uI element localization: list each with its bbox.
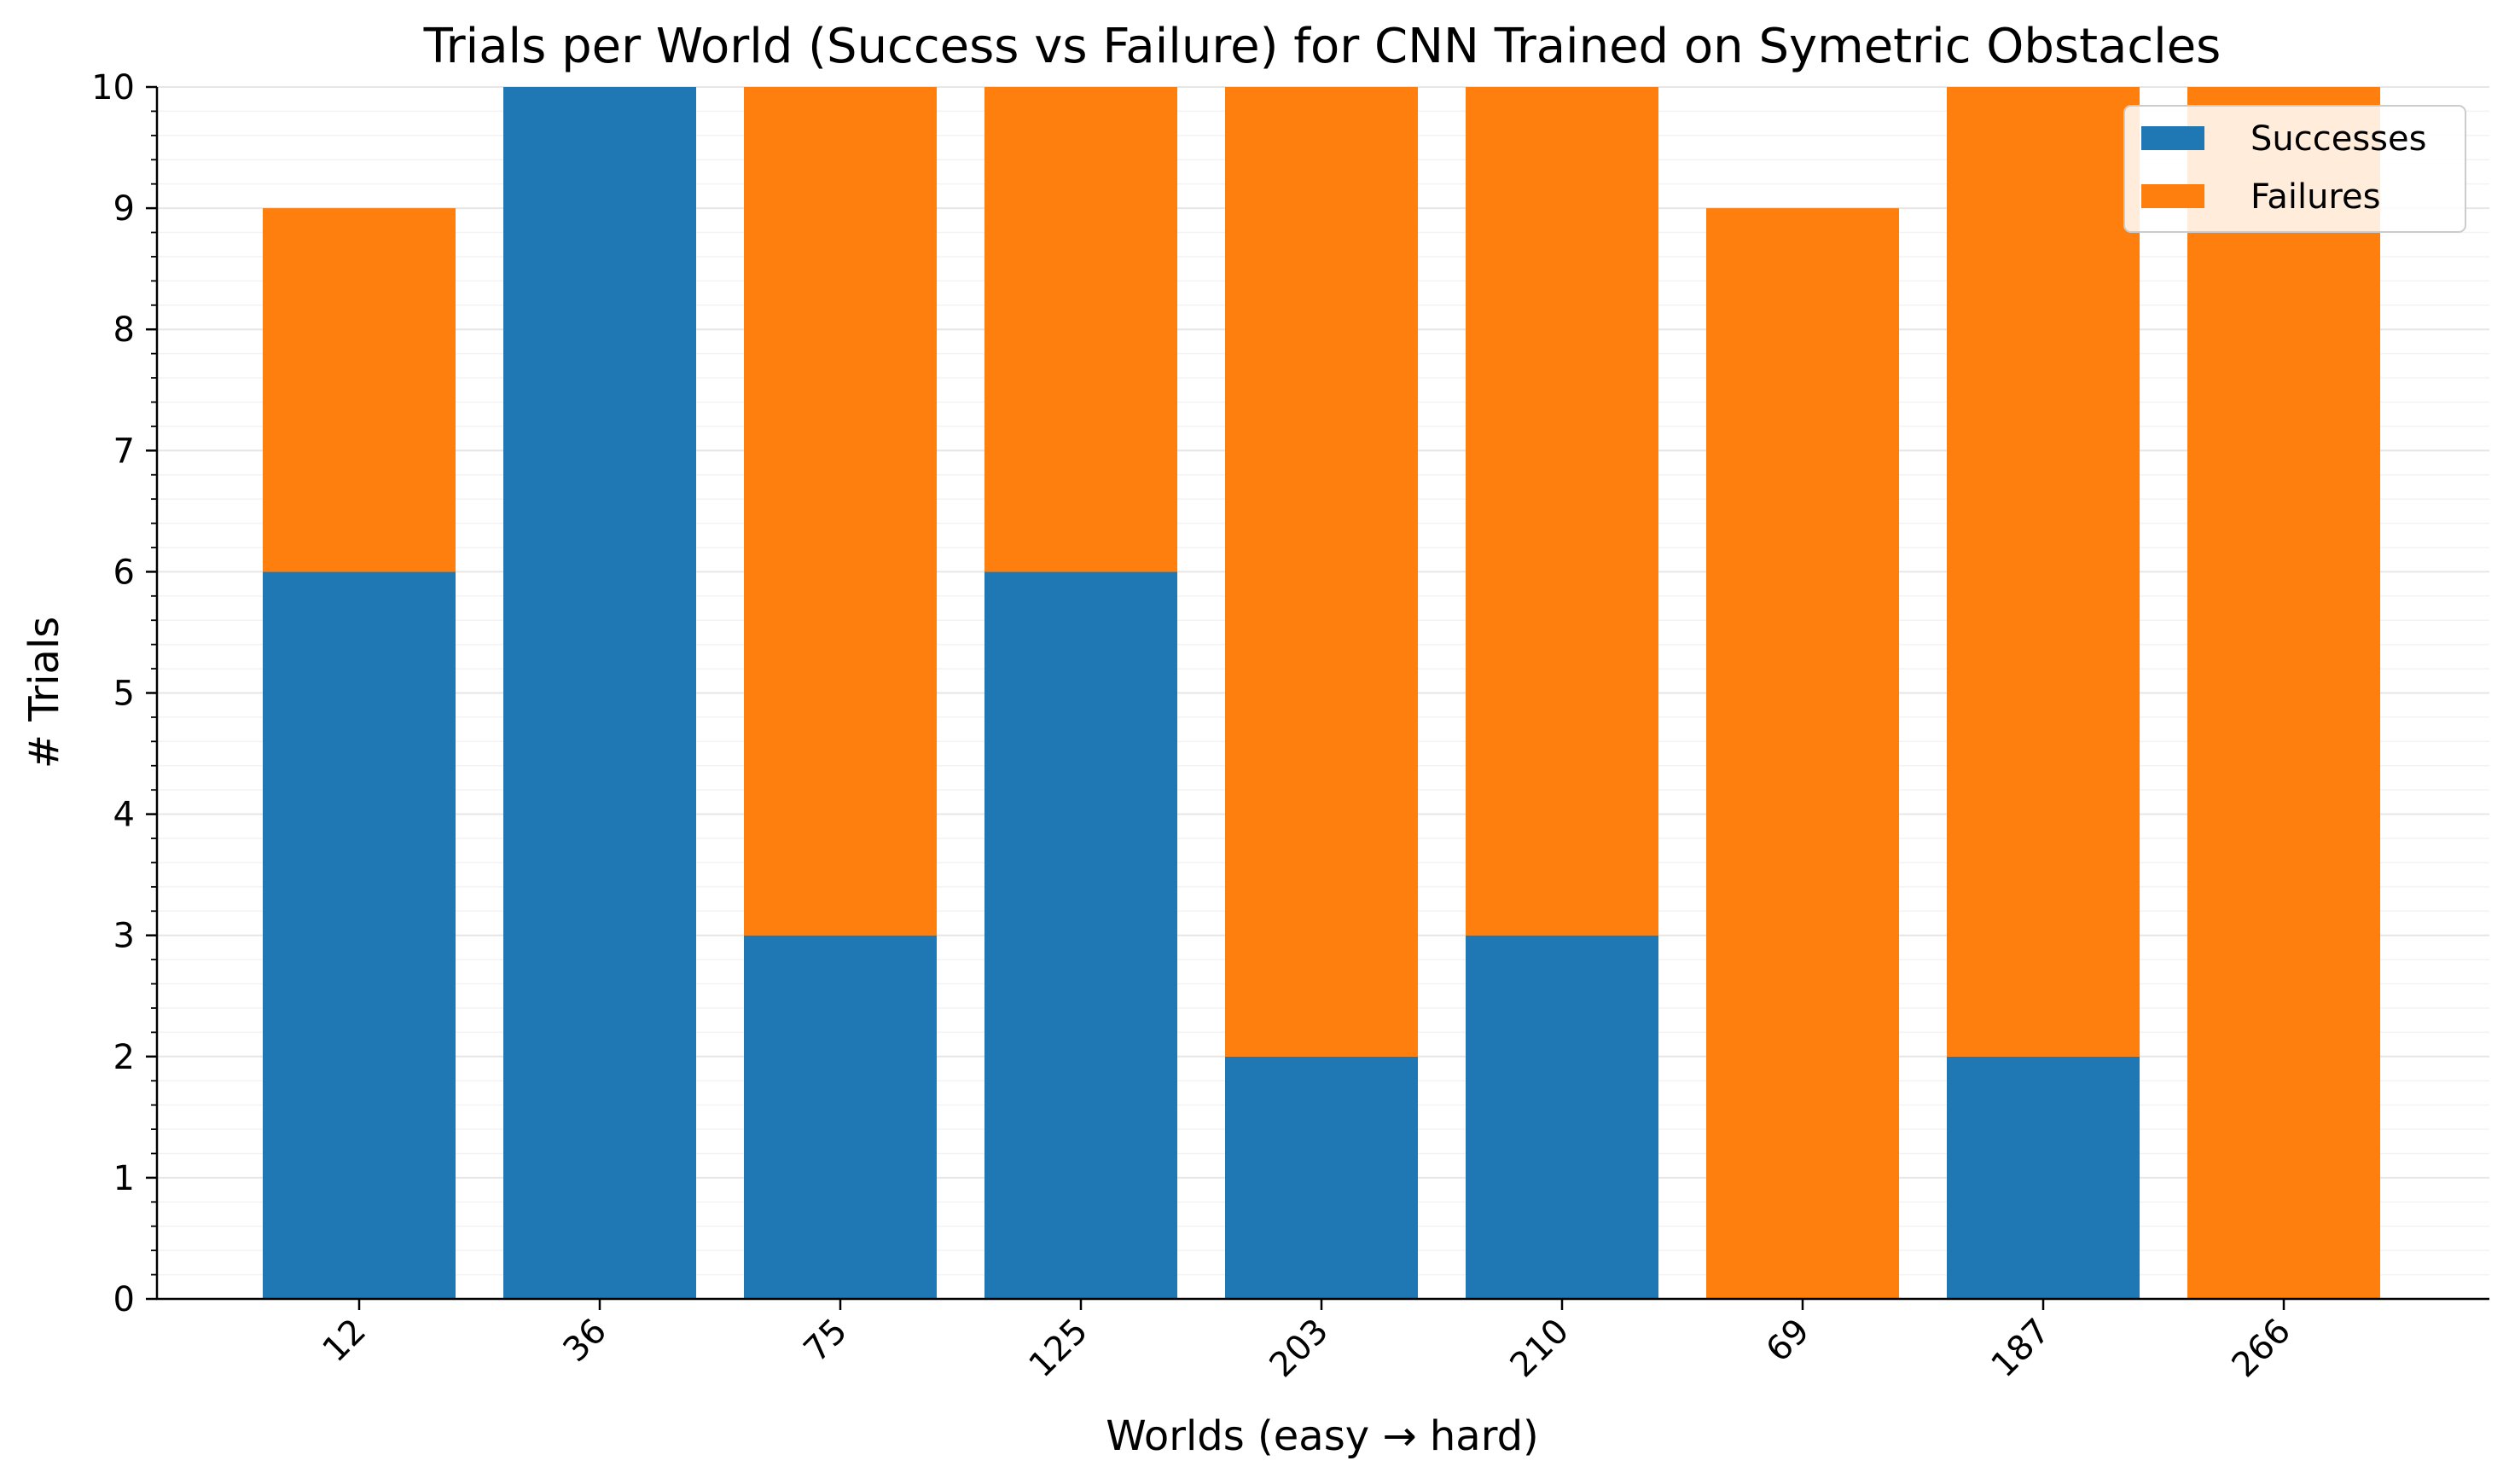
- bar-successes-187: [1947, 1056, 2140, 1299]
- bar-successes-75: [744, 935, 937, 1299]
- bar-successes-203: [1225, 1056, 1418, 1299]
- bar-failures-187: [1947, 87, 2140, 1057]
- legend: Successes Failures: [2123, 105, 2466, 233]
- y-tick-label: 4: [113, 796, 135, 835]
- bar-failures-210: [1466, 87, 1658, 936]
- chart-title: Trials per World (Success vs Failure) fo…: [423, 19, 2222, 74]
- bar-failures-203: [1225, 87, 1418, 1057]
- x-tick-label: 187: [1984, 1312, 2059, 1386]
- y-ticks-group: 0 1 2 3 4 5 6 7 8 9 10: [91, 68, 157, 1319]
- bars-group: [263, 87, 2380, 1300]
- y-tick-label: 2: [113, 1038, 135, 1077]
- x-axis-label: Worlds (easy → hard): [1106, 1412, 1539, 1460]
- y-tick-label: 6: [113, 553, 135, 592]
- bar-failures-266: [2187, 87, 2380, 1299]
- y-tick-label: 0: [113, 1280, 135, 1319]
- legend-label-failures: Failures: [2251, 177, 2380, 217]
- bar-failures-125: [984, 87, 1177, 572]
- y-axis-label: # Trials: [20, 617, 68, 769]
- legend-swatch-failures: [2141, 184, 2204, 208]
- bar-successes-36: [503, 87, 696, 1299]
- bar-successes-12: [263, 571, 456, 1299]
- legend-swatch-successes: [2141, 126, 2204, 150]
- x-tick-label: 203: [1263, 1312, 1337, 1386]
- bar-failures-12: [263, 208, 456, 572]
- legend-frame: [2123, 105, 2466, 233]
- x-tick-label: 36: [556, 1312, 615, 1371]
- y-tick-label: 9: [113, 189, 135, 229]
- bar-failures-69: [1706, 208, 1899, 1300]
- bar-successes-210: [1466, 935, 1658, 1299]
- bar-failures-75: [744, 87, 937, 936]
- legend-label-successes: Successes: [2251, 119, 2426, 159]
- y-tick-label: 7: [113, 432, 135, 471]
- bar-successes-125: [984, 571, 1177, 1299]
- y-tick-label: 8: [113, 310, 135, 350]
- y-tick-label: 5: [113, 675, 135, 714]
- y-tick-label: 10: [91, 68, 135, 107]
- x-tick-label: 210: [1503, 1312, 1577, 1386]
- x-tick-label: 69: [1759, 1312, 1818, 1371]
- x-tick-label: 12: [316, 1312, 375, 1371]
- y-tick-label: 1: [113, 1159, 135, 1198]
- x-ticks-group: 12 36 75 125 203 210 69 187 266: [316, 1299, 2299, 1386]
- x-tick-label: 125: [1022, 1312, 1096, 1386]
- y-tick-label: 3: [113, 917, 135, 956]
- x-tick-label: 266: [2225, 1312, 2299, 1386]
- x-tick-label: 75: [797, 1312, 856, 1371]
